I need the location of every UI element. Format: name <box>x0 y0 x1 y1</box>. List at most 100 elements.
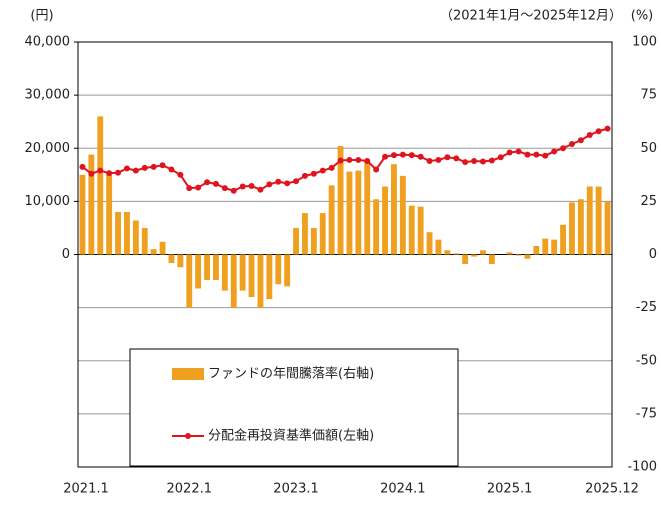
bar <box>471 254 477 257</box>
bar <box>177 254 184 268</box>
point <box>88 170 95 177</box>
bar <box>141 227 148 255</box>
point <box>568 141 575 147</box>
bar <box>551 239 558 255</box>
point <box>586 131 593 138</box>
y-axis-label: (円) <box>30 9 53 24</box>
bar <box>337 146 344 255</box>
bar <box>577 199 584 255</box>
point <box>186 185 193 192</box>
point <box>159 162 166 169</box>
point <box>257 186 264 193</box>
bar <box>328 185 335 255</box>
point <box>515 148 522 155</box>
y2-tick-label: -25 <box>636 300 657 315</box>
bar <box>426 232 433 255</box>
point <box>310 170 317 177</box>
point <box>560 145 567 152</box>
bar <box>444 250 451 255</box>
bar <box>97 116 104 255</box>
bar <box>168 254 175 263</box>
point <box>453 155 460 162</box>
plot-frame <box>77 41 613 468</box>
bar <box>364 161 371 255</box>
point <box>328 164 335 171</box>
y2-tick-label: -100 <box>627 460 657 475</box>
point <box>488 157 495 164</box>
point <box>390 152 397 159</box>
legend-swatch <box>185 433 191 439</box>
bar <box>284 254 291 287</box>
point <box>195 184 202 191</box>
y-tick-label: 10,000 <box>25 194 71 209</box>
y2-tick-label: -50 <box>636 353 657 368</box>
bar <box>88 154 95 255</box>
y2-axis-label: (%) <box>631 9 654 24</box>
bar <box>115 212 121 255</box>
point <box>212 180 219 187</box>
bar <box>488 254 495 265</box>
point <box>132 167 139 174</box>
bar <box>524 254 531 259</box>
bar <box>417 206 424 255</box>
legend-swatch <box>172 368 204 380</box>
bar <box>195 254 202 289</box>
legend-label: 分配金再投資基準価額(左軸) <box>208 428 374 444</box>
line <box>81 127 608 192</box>
point <box>301 172 308 179</box>
bar <box>586 186 593 255</box>
point <box>337 157 344 164</box>
bar <box>506 252 513 255</box>
subtitle: （2021年1月～2025年12月） <box>440 9 622 24</box>
point <box>604 125 611 132</box>
point <box>266 181 273 188</box>
bar <box>595 186 602 255</box>
point <box>248 182 255 189</box>
point <box>106 170 113 177</box>
y2-tick-label: 25 <box>640 194 657 209</box>
point <box>577 137 584 144</box>
bar <box>257 254 264 308</box>
bar <box>319 213 326 255</box>
bar <box>213 254 219 280</box>
bar <box>310 227 317 255</box>
y2-tick-label: 50 <box>640 141 657 156</box>
point <box>221 185 228 192</box>
point <box>239 183 246 190</box>
legend-label: ファンドの年間騰落率(右軸) <box>208 366 374 382</box>
bar <box>515 254 522 256</box>
point <box>168 166 175 173</box>
bar <box>248 254 255 297</box>
x-tick-label: 2022.1 <box>167 482 213 497</box>
bar <box>435 239 442 255</box>
y2-tick-label: 0 <box>649 247 657 262</box>
bar <box>79 174 86 255</box>
point <box>275 178 282 185</box>
bar <box>159 241 166 255</box>
point <box>319 167 326 174</box>
bar <box>399 175 406 255</box>
point <box>373 166 380 173</box>
point <box>97 167 104 174</box>
point <box>204 179 211 186</box>
bar <box>106 174 113 255</box>
x-tick-label: 2023.1 <box>273 482 319 497</box>
point <box>150 163 157 170</box>
bar <box>124 212 130 255</box>
y-tick-label: 0 <box>62 247 70 262</box>
bar <box>266 254 273 300</box>
bar <box>355 170 362 255</box>
y2-tick-label: 100 <box>632 35 657 50</box>
bar <box>542 238 549 255</box>
bar <box>346 171 353 255</box>
bar <box>239 254 246 291</box>
y2-tick-label: -75 <box>636 406 657 421</box>
x-tick-label: 2025.12 <box>585 482 639 497</box>
point <box>141 164 148 171</box>
bar <box>604 201 611 255</box>
point <box>79 163 86 170</box>
point <box>426 158 433 164</box>
point <box>115 169 122 176</box>
bar <box>480 250 486 255</box>
